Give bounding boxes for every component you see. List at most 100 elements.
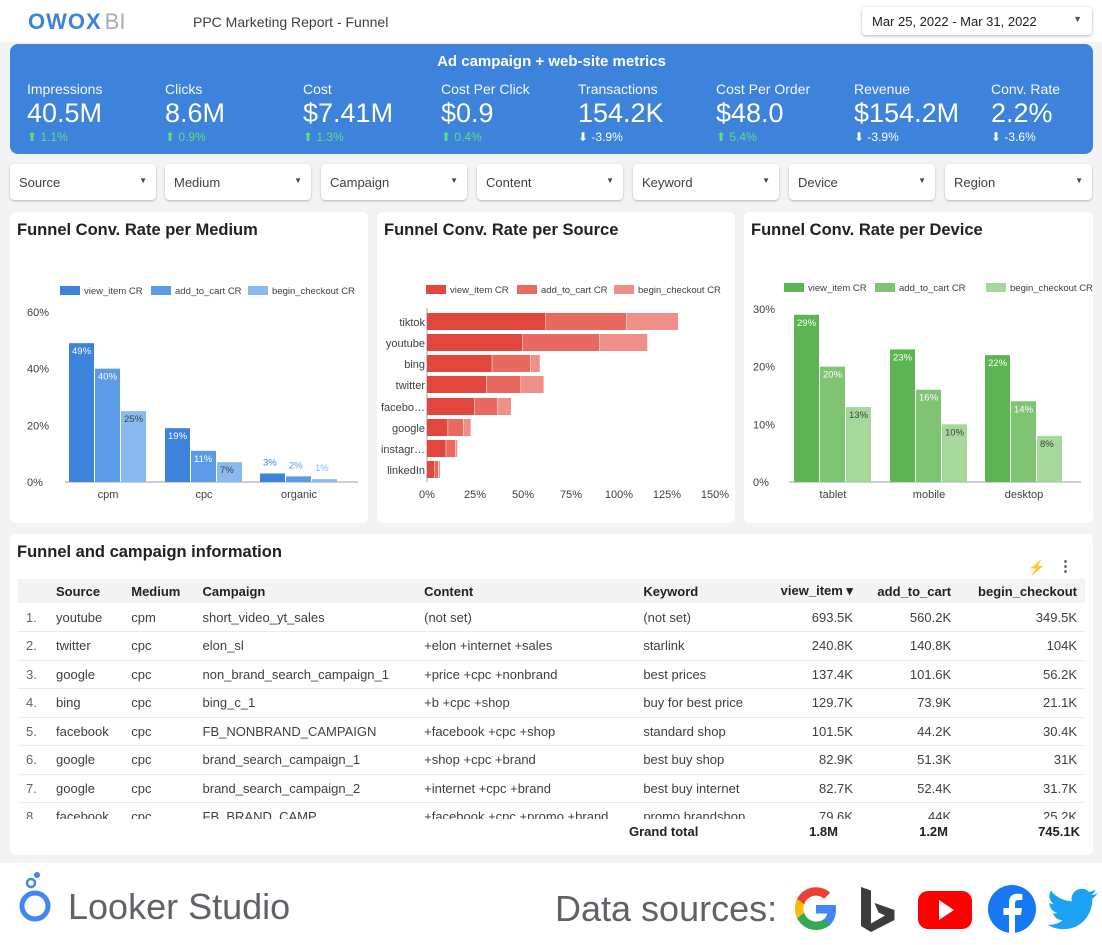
y-tick-label: instagr… (381, 444, 425, 456)
x-tick-label: 25% (464, 489, 486, 501)
filter-source[interactable]: Source ▼ (10, 164, 156, 200)
table-cell: 104K (959, 631, 1085, 661)
date-range-picker[interactable]: Mar 25, 2022 - Mar 31, 2022 ▼ (862, 7, 1092, 35)
bar (438, 461, 440, 478)
x-tick-label: 75% (560, 489, 582, 501)
bar (427, 376, 487, 393)
filter-content[interactable]: Content ▼ (477, 164, 623, 200)
col-header[interactable]: Keyword (635, 579, 765, 603)
filter-medium[interactable]: Medium ▼ (165, 164, 311, 200)
kpi-change-value: 0.9% (178, 130, 206, 144)
table-cell: starlink (635, 631, 765, 661)
bar (530, 355, 540, 372)
kpi-change: ⬆ 1.3% (303, 130, 443, 144)
filter-label: Medium (174, 175, 221, 190)
legend-swatch (248, 286, 268, 295)
col-header[interactable]: view_item ▾ (764, 579, 861, 603)
bar (521, 376, 544, 393)
table-cell: 73.9K (860, 688, 960, 718)
table-cell: +elon +internet +sales (416, 631, 636, 661)
col-header[interactable]: Campaign (194, 579, 417, 603)
table-row[interactable]: 8. facebook cpc FB_BRAND_CAMP +facebook +cpc… (18, 802, 1085, 819)
table-cell: 25.2K (959, 802, 1085, 819)
filter-region[interactable]: Region ▼ (945, 164, 1092, 200)
col-header[interactable]: Content (416, 579, 636, 603)
bar (985, 355, 1010, 482)
y-tick-label: facebo… (381, 402, 425, 414)
bar (546, 313, 627, 330)
legend-label: add_to_cart CR (175, 286, 242, 297)
table-header-row: Source Medium Campaign Content Keyword view_i… (18, 579, 1085, 603)
chart-title: Funnel Conv. Rate per Source (384, 221, 619, 239)
x-tick-label: cpm (98, 489, 119, 501)
table-title: Funnel and campaign information (17, 543, 282, 561)
kpi-value: 2.2% (991, 98, 1053, 128)
bar (1011, 401, 1036, 482)
owox-logo[interactable]: OWOX BI (28, 9, 125, 35)
bar (486, 376, 521, 393)
col-header[interactable]: Source (48, 579, 124, 603)
table-row[interactable]: 6. google cpc brand_search_campaign_1 +shop … (18, 745, 1085, 775)
looker-studio-label: Looker Studio (68, 886, 291, 927)
table-row[interactable]: 3. google cpc non_brand_search_campaign_1 +p… (18, 660, 1085, 689)
table-row[interactable]: 5. facebook cpc FB_NONBRAND_CAMPAIGN +facebo… (18, 717, 1085, 746)
x-tick-label: 125% (653, 489, 681, 501)
table-cell: bing_c_1 (194, 688, 417, 718)
source-chart: view_item CR add_to_cart CR begin_checkout… (381, 285, 729, 501)
x-tick-label: organic (281, 489, 318, 501)
arrow-up-icon: ⬆ (716, 130, 727, 144)
table-scroll[interactable]: Source Medium Campaign Content Keyword view_i… (18, 579, 1088, 819)
filter-device[interactable]: Device ▼ (789, 164, 935, 200)
table-cell: 82.9K (764, 745, 861, 775)
bar-value-label: 25% (124, 414, 144, 425)
kpi-change-value: 5.4% (729, 130, 757, 144)
bar (427, 419, 448, 436)
table-cell: 560.2K (860, 603, 960, 632)
table-cell: 21.1K (959, 688, 1085, 718)
table-cell: 137.4K (764, 660, 861, 689)
chevron-down-icon: ▼ (139, 176, 147, 185)
table-cell: 31.7K (959, 774, 1085, 803)
bar (165, 428, 190, 482)
table-cell: cpc (123, 631, 195, 661)
table-cell: 79.6K (764, 802, 861, 819)
bolt-icon[interactable]: ⚡ (1028, 559, 1046, 575)
legend-label: begin_checkout CR (272, 286, 355, 297)
kpi-value: 40.5M (27, 98, 103, 128)
filter-campaign[interactable]: Campaign ▼ (321, 164, 467, 200)
col-header[interactable]: begin_checkout (959, 579, 1085, 603)
x-tick-label: mobile (913, 489, 945, 501)
kpi-5: Cost Per Order $48.0 ⬆ 5.4% (716, 81, 856, 144)
bar-value-label: 49% (72, 346, 92, 357)
y-tick-label: bing (404, 359, 425, 371)
col-header[interactable]: add_to_cart (860, 579, 960, 603)
kpi-3: Cost Per Click $0.9 ⬆ 0.4% (441, 81, 581, 144)
bar (446, 440, 456, 457)
filter-keyword[interactable]: Keyword ▼ (633, 164, 779, 200)
bar-value-label: 7% (220, 465, 234, 476)
table-cell: +b +cpc +shop (416, 688, 636, 718)
table-cell: 52.4K (860, 774, 960, 803)
x-tick-label: cpc (195, 489, 213, 501)
table-cell: facebook (48, 802, 124, 819)
more-options-icon[interactable]: ⋮ (1058, 558, 1073, 575)
table-cell: 693.5K (764, 603, 861, 632)
table-row[interactable]: 7. google cpc brand_search_campaign_2 +inter… (18, 774, 1085, 803)
table-cell: twitter (48, 631, 124, 661)
x-tick-label: 0% (419, 489, 435, 501)
kpi-6: Revenue $154.2M ⬇ -3.9% (854, 81, 994, 144)
table-row[interactable]: 4. bing cpc bing_c_1 +b +cpc +shop buy for be… (18, 688, 1085, 718)
logo-text: OWOX (28, 9, 102, 34)
table-row[interactable]: 1. youtube cpm short_video_yt_sales (not set… (18, 603, 1085, 632)
y-tick-label: linkedIn (387, 465, 425, 477)
table-cell: brand_search_campaign_1 (194, 745, 417, 775)
grand-total-add-to-cart: 1.2M (919, 824, 948, 839)
bar-value-label: 23% (893, 352, 913, 363)
table-row[interactable]: 2. twitter cpc elon_sl +elon +internet +sale… (18, 631, 1085, 661)
filter-label: Content (486, 175, 532, 190)
bar (942, 424, 967, 482)
col-header[interactable]: Medium (123, 579, 195, 603)
bar-value-label: 29% (797, 318, 817, 329)
bar-value-label: 8% (1040, 439, 1054, 450)
chart-title: Funnel Conv. Rate per Medium (17, 221, 258, 239)
